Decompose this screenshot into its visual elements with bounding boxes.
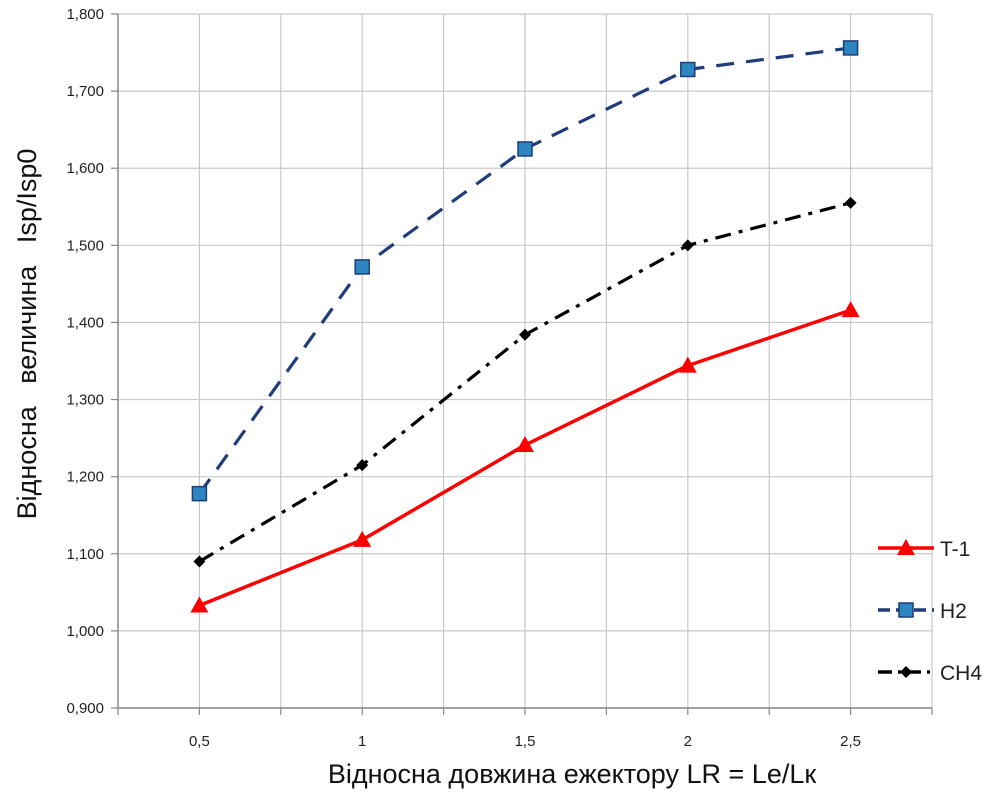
data-point-t-1 [841, 301, 860, 318]
axes [111, 13, 933, 715]
legend-label-t-1: T-1 [940, 538, 970, 561]
legend-marker-ch4 [900, 666, 912, 678]
data-point-t-1 [190, 596, 209, 613]
tick-labels: 0,900 1,000 1,100 1,200 1,300 1,400 1,500 1,600… [66, 6, 861, 750]
legend-label-ch4: CH4 [940, 662, 982, 685]
y-tick-label: 1,200 [66, 469, 104, 486]
data-point-ch4 [193, 555, 206, 568]
y-tick-label: 1,300 [66, 392, 104, 409]
gridlines [117, 13, 933, 709]
x-tick-label: 1,5 [515, 733, 536, 750]
data-point-ch4 [519, 328, 531, 341]
y-tick-label: 1,600 [66, 160, 104, 177]
data-point-ch4 [356, 459, 369, 472]
data-point-t-1 [516, 436, 534, 453]
x-tick-label: 1 [358, 733, 366, 750]
data-point-t-1 [353, 530, 372, 547]
y-tick-label: 0,900 [66, 700, 104, 717]
data-point-t-1 [678, 356, 697, 373]
x-tick-label: 0,5 [189, 733, 210, 750]
y-tick-label: 1,000 [66, 623, 104, 640]
x-axis-title: Відносна довжина ежектору LR = Le/Lк [328, 759, 817, 789]
data-point-h2 [191, 485, 208, 502]
legend-marker-h2 [898, 602, 914, 618]
legend: T-1 H2 CH4 [878, 538, 982, 685]
data-point-h2 [517, 141, 533, 157]
x-tick-label: 2 [684, 733, 692, 750]
data-point-h2 [680, 61, 696, 78]
data-point-h2 [842, 40, 859, 56]
data-point-ch4 [844, 196, 857, 209]
series-lines [190, 40, 860, 613]
y-axis-title: Відносна величина Isp/Isp0 [12, 149, 42, 520]
y-tick-label: 1,500 [66, 237, 104, 254]
x-tick-label: 2,5 [840, 733, 861, 750]
y-tick-label: 1,800 [66, 6, 104, 23]
legend-label-h2: H2 [940, 600, 967, 623]
data-point-ch4 [681, 239, 694, 252]
data-point-h2 [354, 259, 370, 275]
y-tick-label: 1,700 [66, 83, 104, 100]
y-tick-label: 1,100 [66, 546, 104, 563]
y-tick-label: 1,400 [66, 314, 104, 331]
legend-marker-t-1 [897, 539, 915, 555]
